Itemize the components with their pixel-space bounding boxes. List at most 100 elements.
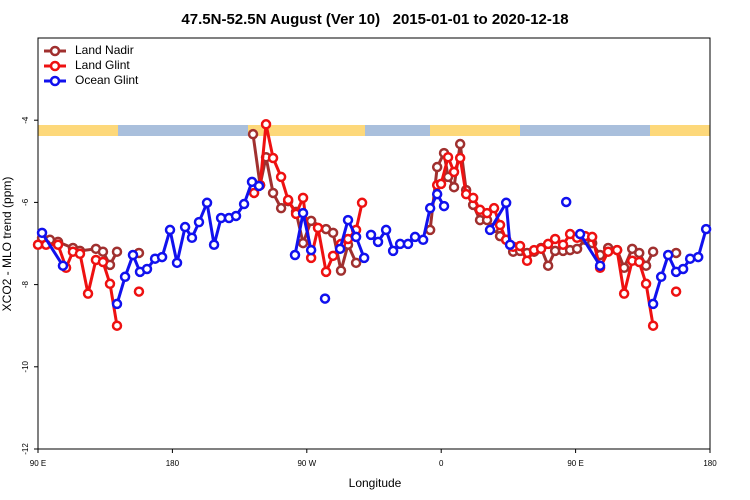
data-point [74, 248, 86, 260]
data-point [327, 250, 339, 262]
data-point [350, 257, 362, 269]
data-point [521, 255, 533, 267]
data-point [633, 256, 645, 268]
data-point [297, 207, 309, 219]
chart-title: 47.5N-52.5N August (Ver 10) 2015-01-01 t… [181, 11, 568, 28]
data-point [467, 192, 479, 204]
data-point [342, 214, 354, 226]
data-point [282, 194, 294, 206]
x-tick-label: 90 W [297, 459, 316, 468]
data-point [253, 180, 265, 192]
data-point [97, 256, 109, 268]
data-point [442, 151, 454, 163]
data-point [677, 263, 689, 275]
data-point [655, 271, 667, 283]
data-point [647, 298, 659, 310]
data-point [448, 181, 460, 193]
band-ocean [520, 125, 650, 136]
data-point [358, 252, 370, 264]
data-point [435, 178, 447, 190]
data-point [454, 152, 466, 164]
data-point [504, 239, 516, 250]
x-tick-label: 180 [166, 459, 180, 468]
data-point [267, 187, 279, 199]
data-point [481, 207, 493, 219]
data-point [618, 288, 630, 299]
data-point [387, 245, 399, 257]
data-point [111, 320, 123, 331]
data-point [484, 224, 496, 236]
data-point [431, 188, 443, 200]
data-point [297, 192, 309, 204]
data-point [208, 239, 220, 250]
legend-label: Ocean Glint [75, 73, 139, 87]
data-point [365, 229, 377, 241]
data-point [662, 249, 674, 261]
data-point [431, 161, 443, 173]
data-point [402, 238, 414, 250]
legend-marker [49, 60, 61, 72]
y-tick-label: -10 [21, 360, 30, 372]
y-tick-label: -12 [21, 443, 30, 455]
x-axis-label: Longitude [349, 476, 402, 490]
data-point [36, 227, 48, 239]
data-point [372, 236, 384, 248]
data-point [356, 197, 368, 209]
data-point [571, 243, 583, 255]
band-ocean [365, 125, 430, 136]
data-point [133, 286, 145, 297]
data-point [350, 231, 362, 243]
data-point [633, 247, 645, 259]
data-point [380, 224, 392, 236]
plot-area [32, 119, 712, 331]
data-point [700, 223, 712, 235]
data-point [57, 260, 69, 271]
data-point [647, 320, 659, 331]
data-point [305, 215, 317, 227]
x-tick-label: 180 [703, 459, 717, 468]
data-point [171, 257, 183, 269]
data-point [454, 138, 466, 150]
data-point [186, 232, 198, 243]
data-point [560, 196, 572, 208]
data-point [193, 216, 205, 228]
data-point [111, 246, 123, 257]
data-point [549, 233, 561, 245]
legend-marker [49, 75, 61, 87]
data-point [335, 265, 347, 276]
data-point [267, 152, 279, 164]
data-point [684, 253, 696, 264]
data-point [500, 197, 512, 209]
data-point [319, 293, 331, 304]
data-point [334, 243, 346, 255]
data-point [409, 231, 421, 243]
x-tick-label: 0 [439, 459, 444, 468]
data-point [97, 246, 109, 257]
band-ocean [118, 125, 248, 136]
data-point [488, 202, 500, 214]
data-point [275, 171, 287, 183]
data-point [327, 227, 339, 239]
data-point [542, 238, 554, 250]
y-tick-label: -4 [21, 116, 30, 124]
data-point [305, 244, 317, 256]
data-point [618, 262, 630, 273]
data-point [52, 239, 64, 250]
data-point [289, 249, 301, 261]
legend-label: Land Glint [75, 58, 130, 72]
y-tick-label: -6 [21, 198, 30, 206]
data-point [514, 240, 526, 252]
data-point [230, 210, 242, 222]
y-axis-label: XCO2 - MLO trend (ppm) [0, 177, 14, 312]
data-point [542, 260, 554, 271]
data-point [494, 219, 506, 231]
data-point [111, 298, 123, 310]
data-point [156, 251, 168, 263]
data-point [438, 200, 450, 212]
data-point [275, 202, 287, 214]
data-point [647, 246, 659, 257]
data-point [238, 198, 250, 210]
data-point [342, 233, 354, 245]
